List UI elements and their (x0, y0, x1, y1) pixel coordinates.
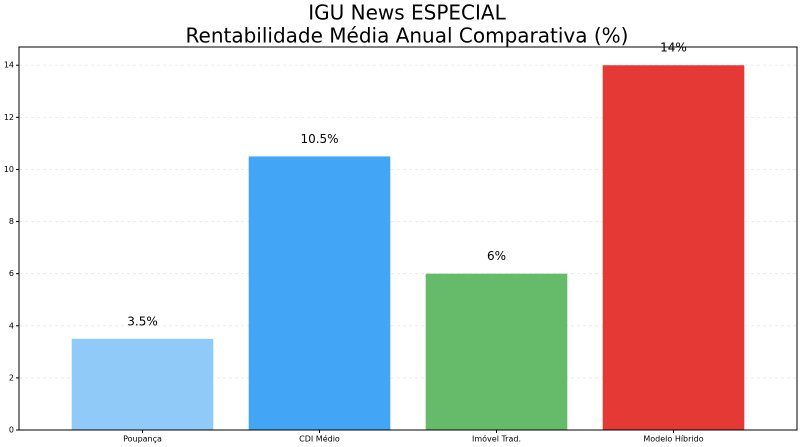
plot-frame (18, 46, 798, 431)
y-tick-label: 8 (9, 217, 14, 226)
y-tick-label: 12 (4, 113, 14, 122)
y-tick-label: 4 (9, 321, 14, 330)
bar (248, 156, 391, 430)
y-tick-label: 6 (9, 269, 14, 278)
y-tick-label: 14 (4, 61, 14, 70)
bar (602, 65, 745, 430)
x-tick-label: Poupança (123, 435, 162, 444)
value-label: 10.5% (300, 132, 338, 146)
value-label: 3.5% (127, 314, 158, 328)
value-label: 6% (487, 249, 506, 263)
y-tick-label: 10 (4, 165, 14, 174)
bar (425, 273, 568, 430)
x-tick-label: CDI Médio (299, 434, 340, 444)
x-tick-label: Modelo Híbrido (643, 435, 703, 444)
bar (71, 338, 214, 430)
x-tick-label: Imóvel Trad. (472, 434, 521, 444)
chart-title: IGU News ESPECIAL (308, 1, 506, 25)
y-tick-label: 2 (9, 373, 14, 382)
y-tick-label: 0 (9, 426, 14, 435)
chart-subtitle: Rentabilidade Média Anual Comparativa (%… (186, 24, 629, 48)
value-label: 14% (660, 41, 687, 55)
